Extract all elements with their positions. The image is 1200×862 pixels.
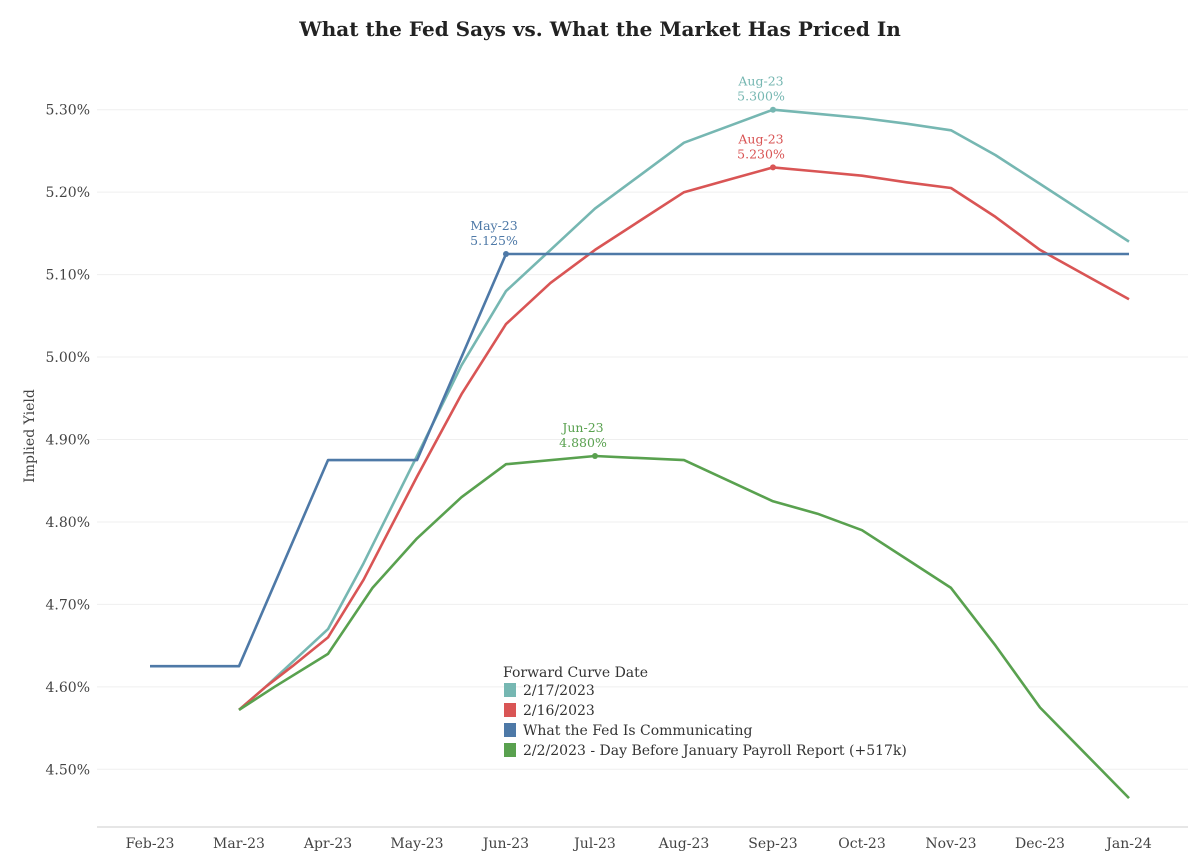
annotation-date: May-23: [470, 218, 517, 233]
x-tick-label: Sep-23: [748, 836, 797, 852]
x-tick-label: Jun-23: [481, 836, 529, 852]
annotation-point: [592, 452, 598, 459]
legend-swatch: [504, 743, 516, 757]
series-line-1: [238, 166, 1130, 711]
y-tick-label: 4.80%: [46, 515, 90, 531]
y-tick-label: 5.20%: [46, 185, 90, 201]
series-line-2: [150, 252, 1129, 668]
legend-entry: 2/2/2023 - Day Before January Payroll Re…: [523, 743, 907, 759]
legend-swatch: [504, 683, 516, 697]
annotation-date: Aug-23: [737, 74, 783, 89]
y-tick-label: 5.10%: [46, 268, 90, 284]
x-tick-label: Apr-23: [303, 836, 352, 852]
x-tick-label: May-23: [390, 836, 443, 852]
series-line-0: [238, 108, 1130, 711]
x-tick-label: Oct-23: [838, 836, 886, 852]
annotation-value: 5.300%: [737, 89, 785, 104]
y-tick-label: 4.50%: [46, 762, 90, 778]
chart-title: What the Fed Says vs. What the Market Ha…: [298, 17, 901, 41]
legend-swatch: [504, 703, 516, 717]
x-tick-label: Jan-24: [1104, 836, 1152, 852]
legend-entry: 2/16/2023: [523, 703, 595, 719]
x-tick-label: Dec-23: [1015, 836, 1065, 852]
y-tick-label: 5.00%: [46, 350, 90, 366]
annotation-point: [770, 106, 776, 113]
x-tick-label: Feb-23: [126, 836, 175, 852]
x-tick-label: Jul-23: [572, 836, 616, 852]
x-tick-label: Nov-23: [925, 836, 976, 852]
annotation-date: Jun-23: [560, 420, 603, 435]
annotations: Aug-235.300%Aug-235.230%May-235.125%Jun-…: [470, 74, 785, 459]
annotation-point: [770, 164, 776, 171]
annotation-value: 4.880%: [559, 435, 607, 450]
series-line-3: [238, 454, 1130, 800]
annotation-date: Aug-23: [737, 131, 783, 146]
y-tick-label: 5.30%: [46, 103, 90, 119]
y-tick-label: 4.60%: [46, 680, 90, 696]
legend-title: Forward Curve Date: [503, 665, 648, 681]
annotation-point: [503, 250, 509, 257]
grid: [97, 109, 1188, 770]
annotation-value: 5.125%: [470, 233, 518, 248]
y-axis-ticks: 4.50% 4.60% 4.70% 4.80% 4.90% 5.00% 5.10% 5.20%…: [46, 103, 90, 779]
series-lines: [150, 108, 1130, 800]
annotation-value: 5.230%: [737, 146, 785, 161]
y-tick-label: 4.90%: [46, 433, 90, 449]
legend: Forward Curve Date 2/17/2023 2/16/2023 Wha…: [503, 665, 907, 759]
x-tick-label: Aug-23: [658, 836, 710, 852]
y-axis-label: Implied Yield: [22, 389, 38, 483]
legend-entry: 2/17/2023: [523, 683, 595, 699]
y-tick-label: 4.70%: [46, 597, 90, 613]
legend-entry: What the Fed Is Communicating: [523, 723, 753, 739]
x-tick-label: Mar-23: [213, 836, 265, 852]
legend-swatch: [504, 723, 516, 737]
x-axis-ticks: Feb-23 Mar-23 Apr-23 May-23 Jun-23 Jul-23 Aug-…: [126, 836, 1152, 852]
